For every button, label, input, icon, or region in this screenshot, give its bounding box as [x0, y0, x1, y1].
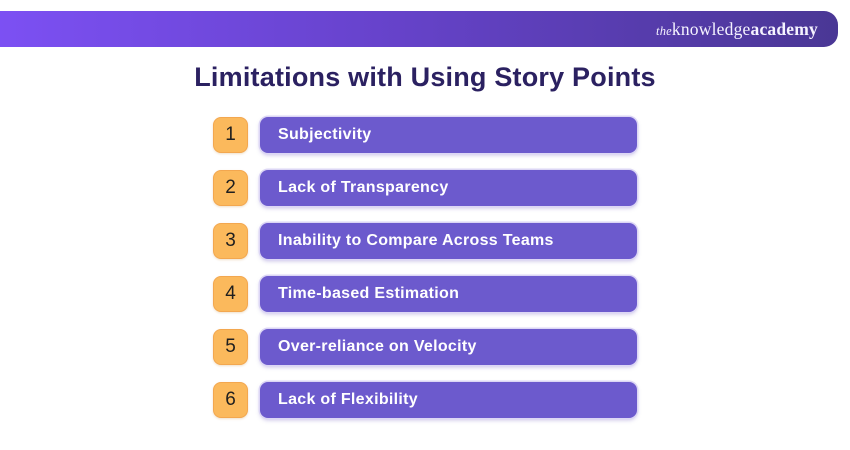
logo-the: the: [656, 23, 672, 38]
logo-academy: academy: [750, 18, 818, 39]
list-item: 5 Over-reliance on Velocity: [213, 329, 637, 365]
header-banner: theknowledgeacademy: [0, 11, 838, 47]
item-number-badge: 2: [213, 170, 248, 206]
item-label-bar: Lack of Transparency: [260, 170, 637, 206]
item-label-bar: Lack of Flexibility: [260, 382, 637, 418]
list-item: 3 Inability to Compare Across Teams: [213, 223, 637, 259]
item-number-badge: 1: [213, 117, 248, 153]
list-item: 1 Subjectivity: [213, 117, 637, 153]
knowledge-academy-logo: theknowledgeacademy: [656, 19, 818, 40]
limitations-list: 1 Subjectivity 2 Lack of Transparency 3 …: [213, 117, 637, 435]
list-item: 4 Time-based Estimation: [213, 276, 637, 312]
item-label-bar: Over-reliance on Velocity: [260, 329, 637, 365]
item-label-bar: Time-based Estimation: [260, 276, 637, 312]
list-item: 6 Lack of Flexibility: [213, 382, 637, 418]
item-number-badge: 6: [213, 382, 248, 418]
list-item: 2 Lack of Transparency: [213, 170, 637, 206]
item-label-bar: Subjectivity: [260, 117, 637, 153]
item-label-bar: Inability to Compare Across Teams: [260, 223, 637, 259]
item-number-badge: 3: [213, 223, 248, 259]
item-number-badge: 5: [213, 329, 248, 365]
logo-knowledge: knowledge: [671, 18, 751, 39]
item-number-badge: 4: [213, 276, 248, 312]
page-title: Limitations with Using Story Points: [194, 62, 656, 92]
